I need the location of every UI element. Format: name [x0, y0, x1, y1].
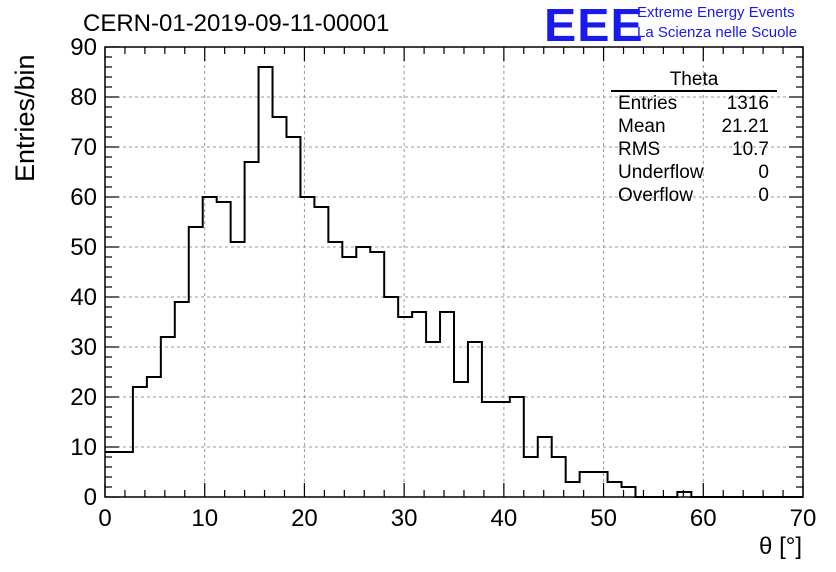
x-tick-label: 10 [191, 505, 218, 532]
stats-value: 0 [758, 185, 769, 206]
x-tick-label: 0 [98, 505, 111, 532]
histogram-bin [328, 242, 342, 497]
x-tick-label: 60 [690, 505, 717, 532]
histogram-bin [356, 247, 370, 497]
y-tick-label: 80 [70, 84, 97, 111]
histogram-bin [524, 457, 538, 497]
y-tick-label: 40 [70, 284, 97, 311]
histogram-bin [468, 342, 482, 497]
stats-row-entries: Entries 1316 [611, 92, 777, 115]
y-axis-label: Entries/bin [10, 54, 40, 182]
histogram-bin [580, 472, 594, 497]
stats-label: RMS [618, 139, 661, 160]
x-tick-label: 70 [790, 505, 817, 532]
histogram-bin [314, 207, 328, 497]
stats-label: Mean [618, 116, 666, 137]
stats-value: 1316 [726, 93, 769, 114]
histogram-bin [370, 252, 384, 497]
eee-logo: EEE [544, 2, 643, 48]
run-title: CERN-01-2019-09-11-00001 [83, 10, 390, 37]
histogram-bin [608, 482, 622, 497]
x-axis-label: θ [°] [759, 533, 802, 560]
stats-value: 0 [758, 162, 769, 183]
histogram-bin [119, 452, 133, 497]
stats-value: 10.7 [732, 139, 769, 160]
histogram-bin [217, 202, 231, 497]
stats-box: Theta Entries 1316 Mean 21.21 RMS 10.7 U… [611, 70, 777, 207]
eee-logo-text: EEE [544, 0, 644, 51]
y-tick-label: 70 [70, 134, 97, 161]
stats-title: Theta [611, 70, 777, 92]
logo-subtitle-1: Extreme Energy Events [637, 4, 795, 21]
stats-row-mean: Mean 21.21 [611, 115, 777, 138]
histogram-bin [594, 472, 608, 497]
histogram-outline [105, 66, 803, 498]
x-tick-label: 40 [491, 505, 518, 532]
histogram-bin [384, 297, 398, 497]
y-tick-label: 20 [70, 384, 97, 411]
y-tick-label: 10 [70, 434, 97, 461]
histogram-bin [175, 302, 189, 497]
stats-row-rms: RMS 10.7 [611, 138, 777, 161]
y-tick-label: 0 [84, 484, 97, 511]
y-tick-label: 50 [70, 234, 97, 261]
histogram-bin [147, 377, 161, 497]
logo-subtitle-2: La Scienza nelle Scuole [637, 24, 798, 41]
histogram-bin [426, 342, 440, 497]
histogram-bin [412, 312, 426, 497]
histogram-bin [440, 312, 454, 497]
stats-row-underflow: Underflow 0 [611, 161, 777, 184]
histogram-bin [273, 117, 287, 497]
histogram-bin [496, 402, 510, 497]
stats-value: 21.21 [721, 116, 769, 137]
histogram-bin [133, 387, 147, 497]
histogram-bin [566, 482, 580, 497]
y-tick-label: 60 [70, 184, 97, 211]
histogram-bin [482, 402, 496, 497]
histogram-bin [105, 452, 119, 497]
plot-frame [104, 46, 804, 498]
stats-label: Overflow [618, 185, 693, 206]
histogram-bin [398, 317, 412, 497]
histogram-bin [189, 227, 203, 497]
histogram-bin [300, 197, 314, 497]
y-tick-label: 90 [70, 34, 97, 61]
x-tick-label: 20 [291, 505, 318, 532]
x-tick-label: 30 [391, 505, 418, 532]
stats-row-overflow: Overflow 0 [611, 184, 777, 207]
histogram-bin [342, 257, 356, 497]
stats-label: Entries [618, 93, 678, 114]
stats-label: Underflow [618, 162, 704, 183]
histogram-bin [454, 382, 468, 497]
y-tick-label: 30 [70, 334, 97, 361]
histogram-bin [538, 437, 552, 497]
histogram-bin [259, 67, 273, 497]
histogram-bin [286, 137, 300, 497]
histogram-bin [161, 337, 175, 497]
x-tick-label: 50 [590, 505, 617, 532]
histogram-bin [231, 242, 245, 497]
